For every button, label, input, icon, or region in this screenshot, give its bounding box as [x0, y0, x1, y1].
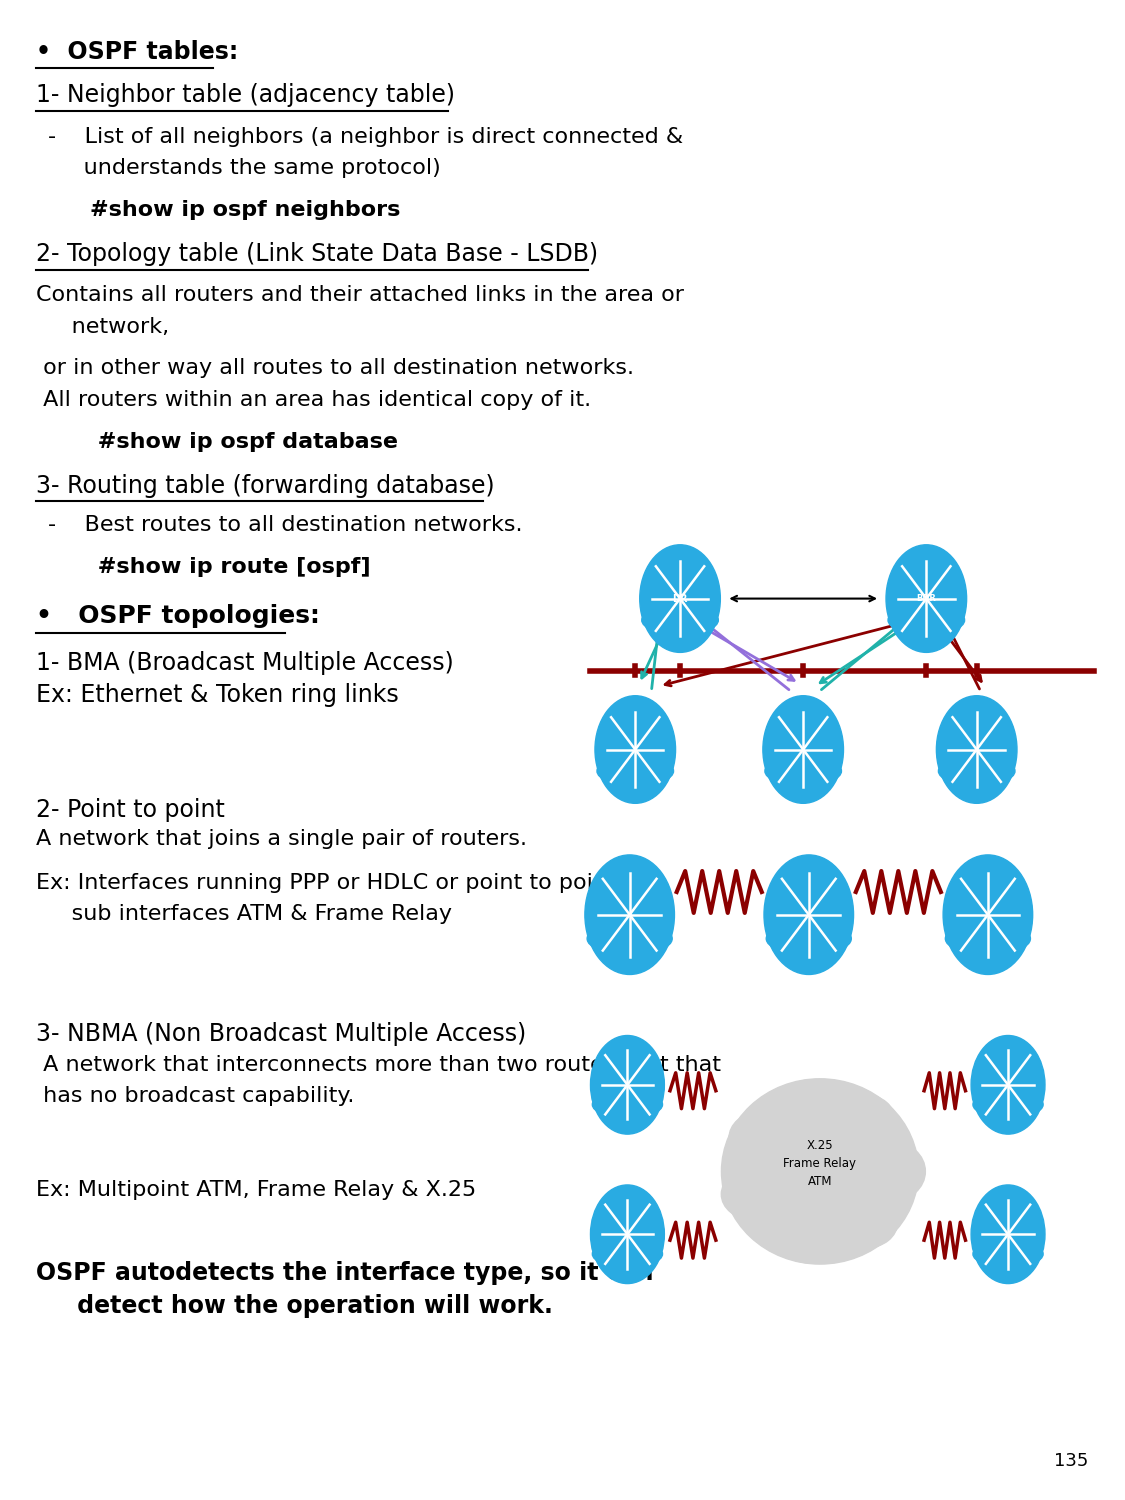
- Text: has no broadcast capability.: has no broadcast capability.: [36, 1086, 354, 1107]
- Text: #show ip route [ospf]: #show ip route [ospf]: [58, 556, 370, 578]
- Ellipse shape: [781, 1080, 835, 1131]
- Ellipse shape: [721, 1078, 918, 1264]
- Text: network,: network,: [36, 316, 170, 336]
- Ellipse shape: [765, 756, 842, 786]
- Circle shape: [595, 696, 676, 804]
- Text: A network that interconnects more than two routers but that: A network that interconnects more than t…: [36, 1054, 721, 1076]
- Ellipse shape: [729, 1113, 789, 1164]
- Text: detect how the operation will work.: detect how the operation will work.: [36, 1294, 554, 1318]
- Circle shape: [591, 1035, 665, 1134]
- Text: DR: DR: [673, 594, 687, 603]
- Text: understands the same protocol): understands the same protocol): [47, 158, 440, 178]
- Text: BDR: BDR: [917, 594, 936, 603]
- Text: 2- Point to point: 2- Point to point: [36, 798, 225, 822]
- Ellipse shape: [641, 606, 719, 634]
- Ellipse shape: [938, 756, 1015, 786]
- Ellipse shape: [593, 1090, 663, 1118]
- Text: 3- NBMA (Non Broadcast Multiple Access): 3- NBMA (Non Broadcast Multiple Access): [36, 1022, 526, 1046]
- Circle shape: [763, 696, 844, 804]
- Circle shape: [943, 855, 1033, 975]
- Text: A network that joins a single pair of routers.: A network that joins a single pair of ro…: [36, 830, 528, 849]
- Circle shape: [764, 855, 854, 975]
- Text: OSPF autodetects the interface type, so it can: OSPF autodetects the interface type, so …: [36, 1262, 654, 1286]
- Circle shape: [640, 544, 720, 652]
- Text: -    Best routes to all destination networks.: - Best routes to all destination network…: [47, 516, 522, 536]
- Circle shape: [886, 544, 966, 652]
- Text: •   OSPF topologies:: • OSPF topologies:: [36, 603, 321, 627]
- Circle shape: [971, 1035, 1045, 1134]
- Text: #show ip ospf database: #show ip ospf database: [58, 432, 398, 451]
- Ellipse shape: [945, 922, 1030, 956]
- Ellipse shape: [721, 1168, 785, 1219]
- Ellipse shape: [836, 1095, 896, 1146]
- Ellipse shape: [778, 1212, 837, 1263]
- Circle shape: [936, 696, 1017, 804]
- Text: All routers within an area has identical copy of it.: All routers within an area has identical…: [36, 390, 592, 410]
- Text: -    List of all neighbors (a neighbor is direct connected &: - List of all neighbors (a neighbor is d…: [47, 128, 683, 147]
- Ellipse shape: [587, 922, 673, 956]
- Ellipse shape: [856, 1142, 926, 1202]
- Text: Ex: Interfaces running PPP or HDLC or point to point: Ex: Interfaces running PPP or HDLC or po…: [36, 873, 616, 892]
- Text: 2- Topology table (Link State Data Base - LSDB): 2- Topology table (Link State Data Base …: [36, 242, 598, 266]
- Text: sub interfaces ATM & Frame Relay: sub interfaces ATM & Frame Relay: [36, 904, 452, 924]
- Circle shape: [971, 1185, 1045, 1284]
- Circle shape: [591, 1185, 665, 1284]
- Text: •  OSPF tables:: • OSPF tables:: [36, 40, 238, 64]
- Ellipse shape: [834, 1197, 898, 1248]
- Ellipse shape: [766, 922, 852, 956]
- Text: 1- Neighbor table (adjacency table): 1- Neighbor table (adjacency table): [36, 84, 456, 108]
- Text: Contains all routers and their attached links in the area or: Contains all routers and their attached …: [36, 285, 684, 304]
- Ellipse shape: [973, 1240, 1043, 1268]
- Text: 1- BMA (Broadcast Multiple Access): 1- BMA (Broadcast Multiple Access): [36, 651, 454, 675]
- Text: #show ip ospf neighbors: #show ip ospf neighbors: [58, 200, 400, 220]
- Text: X.25
Frame Relay
ATM: X.25 Frame Relay ATM: [783, 1140, 856, 1188]
- Ellipse shape: [597, 756, 674, 786]
- Text: or in other way all routes to all destination networks.: or in other way all routes to all destin…: [36, 358, 634, 378]
- Circle shape: [585, 855, 675, 975]
- Ellipse shape: [593, 1240, 663, 1268]
- Text: 3- Routing table (forwarding database): 3- Routing table (forwarding database): [36, 474, 495, 498]
- Ellipse shape: [973, 1090, 1043, 1118]
- Text: 135: 135: [1054, 1452, 1089, 1470]
- Text: Ex: Ethernet & Token ring links: Ex: Ethernet & Token ring links: [36, 682, 399, 706]
- Ellipse shape: [888, 606, 964, 634]
- Text: Ex: Multipoint ATM, Frame Relay & X.25: Ex: Multipoint ATM, Frame Relay & X.25: [36, 1180, 477, 1200]
